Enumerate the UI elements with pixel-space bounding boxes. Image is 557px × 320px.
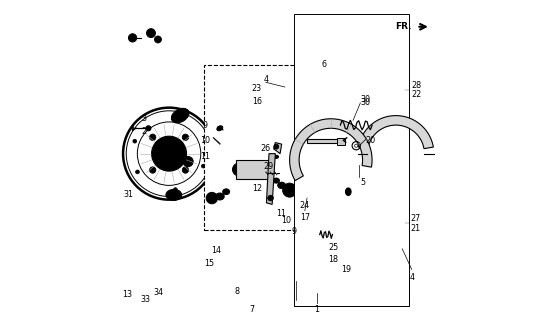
Circle shape [146, 126, 151, 131]
Text: 14: 14 [212, 246, 222, 255]
Text: 2: 2 [141, 127, 146, 136]
Circle shape [204, 152, 207, 156]
Circle shape [232, 163, 245, 176]
Polygon shape [266, 154, 275, 204]
Text: 5: 5 [360, 178, 365, 187]
Circle shape [149, 134, 156, 140]
Circle shape [149, 31, 153, 35]
Text: 23: 23 [252, 84, 262, 93]
Text: 29: 29 [263, 162, 273, 171]
Text: 16: 16 [252, 97, 262, 106]
Ellipse shape [172, 108, 189, 123]
Text: 25: 25 [328, 243, 339, 252]
Bar [307, 139, 344, 142]
Text: 13: 13 [122, 290, 132, 299]
Circle shape [256, 163, 269, 176]
Text: 30: 30 [360, 95, 370, 104]
Text: 18: 18 [329, 255, 339, 264]
Bar [239, 163, 263, 176]
Text: 27: 27 [411, 214, 421, 223]
Circle shape [182, 167, 189, 173]
Circle shape [206, 192, 218, 204]
Circle shape [135, 170, 139, 174]
Polygon shape [358, 116, 433, 149]
Text: 26: 26 [261, 144, 271, 153]
Text: 24: 24 [300, 202, 310, 211]
Text: 30: 30 [360, 99, 370, 108]
Text: FR.: FR. [395, 22, 412, 31]
Text: 1: 1 [314, 305, 319, 314]
Circle shape [154, 36, 162, 43]
Bar [337, 139, 345, 145]
Text: 34: 34 [153, 288, 163, 297]
Circle shape [152, 136, 187, 171]
Ellipse shape [217, 126, 223, 131]
Text: 9: 9 [202, 121, 207, 130]
Circle shape [282, 183, 296, 197]
Bar [294, 14, 409, 306]
Circle shape [273, 144, 279, 149]
Text: 6: 6 [321, 60, 326, 69]
Text: 31: 31 [124, 190, 134, 199]
Text: 11: 11 [200, 152, 210, 161]
Ellipse shape [223, 189, 229, 195]
Text: 32: 32 [178, 154, 188, 163]
Ellipse shape [166, 189, 182, 200]
Ellipse shape [273, 178, 280, 183]
Ellipse shape [216, 193, 224, 200]
Circle shape [268, 195, 273, 201]
Circle shape [155, 140, 183, 168]
Text: 12: 12 [252, 184, 262, 193]
Polygon shape [236, 160, 269, 179]
Text: 15: 15 [204, 259, 214, 268]
Polygon shape [290, 119, 372, 180]
Bar [204, 65, 299, 230]
Text: 19: 19 [341, 265, 351, 274]
Circle shape [173, 188, 177, 191]
Circle shape [129, 34, 136, 42]
Circle shape [149, 167, 156, 173]
Text: 3: 3 [141, 114, 146, 123]
Text: 21: 21 [411, 224, 421, 233]
Circle shape [133, 139, 136, 143]
Circle shape [183, 156, 193, 167]
Circle shape [202, 164, 205, 168]
Text: 9: 9 [292, 227, 297, 236]
Text: 10: 10 [200, 136, 210, 146]
Ellipse shape [278, 182, 286, 188]
Circle shape [182, 134, 189, 140]
Text: 33: 33 [141, 295, 151, 304]
Text: 22: 22 [412, 91, 422, 100]
Polygon shape [273, 142, 282, 154]
Text: 8: 8 [234, 287, 240, 296]
Circle shape [173, 116, 177, 120]
Circle shape [146, 29, 155, 37]
Ellipse shape [274, 155, 278, 158]
Ellipse shape [345, 188, 351, 196]
Text: 17: 17 [300, 212, 310, 222]
Text: 10: 10 [281, 216, 291, 225]
Text: 7: 7 [249, 305, 254, 314]
Text: 20: 20 [366, 136, 376, 146]
Text: 11: 11 [276, 209, 286, 219]
Text: 4: 4 [263, 75, 268, 84]
Text: 28: 28 [412, 81, 422, 90]
Text: 4: 4 [409, 273, 414, 282]
